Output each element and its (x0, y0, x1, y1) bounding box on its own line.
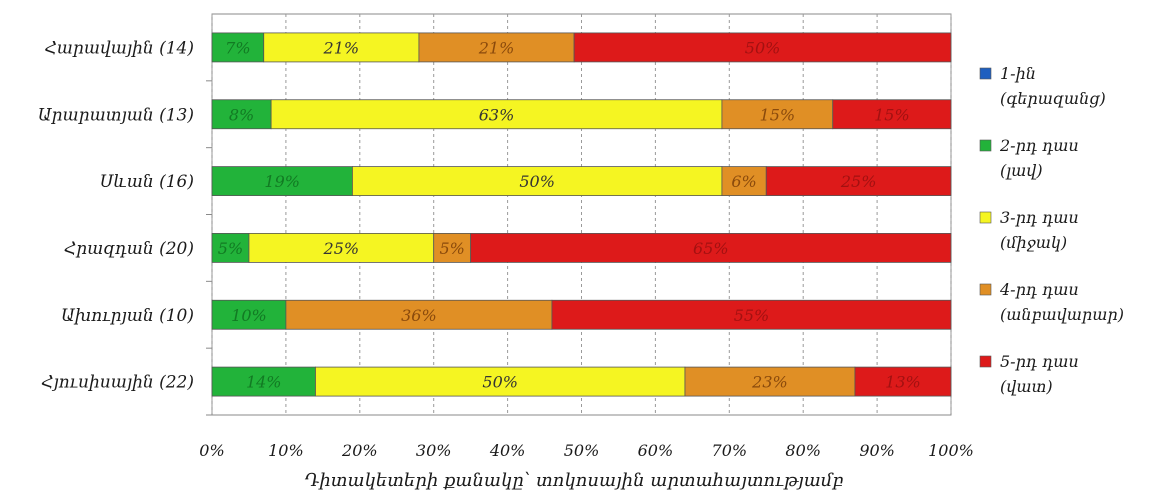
bar-segment (211, 99, 272, 130)
data-label: 50% (482, 373, 518, 392)
legend-item: 3-րդ դաս (միջակ) (1000, 208, 1079, 252)
x-tick-label: 70% (712, 441, 748, 460)
data-label: 21% (478, 38, 515, 57)
legend: 1-ին (գերազանց) 2-րդ դաս (լավ) 3-րդ դաս (միջա… (979, 64, 1124, 396)
data-label: 5% (218, 239, 243, 258)
legend-swatch (979, 67, 992, 80)
data-label: 25% (840, 172, 877, 191)
data-label: 21% (323, 38, 360, 57)
category-axis-labels: Հարավային (14) Արարատյան (13) Սևան (16) Հրա… (38, 38, 194, 392)
category-label: Հրազդան (20) (64, 239, 194, 259)
x-tick-label: 40% (489, 441, 526, 460)
legend-item: 1-ին (գերազանց) (1000, 64, 1106, 108)
bar-segment (211, 299, 287, 330)
data-label: 65% (693, 239, 729, 258)
data-label: 5% (439, 239, 464, 258)
x-tick-label: 30% (416, 441, 452, 460)
bar-segment (211, 166, 353, 196)
data-label: 50% (519, 172, 555, 191)
bar-segment (573, 32, 952, 63)
data-label: 50% (745, 38, 781, 57)
data-label: 13% (885, 373, 921, 392)
grid-lines (206, 13, 952, 416)
bar-segment (418, 32, 575, 63)
bar-segment (315, 366, 686, 397)
data-label: 25% (323, 239, 360, 258)
x-tick-label: 10% (268, 441, 304, 460)
category-label: Ախուրյան (10) (61, 306, 194, 326)
bar-segment (248, 233, 435, 263)
x-tick-label: 0% (199, 441, 224, 460)
legend-item: 5-րդ դաս (վատ) (1000, 352, 1079, 396)
x-tick-label: 100% (928, 441, 974, 460)
x-tick-label: 90% (859, 441, 895, 460)
bars: 7% 21% 21% 50% 8% 63% 15% 15% 19% 50% 6% 25% 5% 25% 5%… (211, 32, 952, 397)
bar-segment (470, 233, 952, 263)
data-label: 10% (231, 306, 267, 325)
x-axis-tick-labels: 0% 10% 20% 30% 40% 50% 60% 70% 80% 90% 100% (199, 441, 974, 460)
data-label: 63% (479, 105, 515, 124)
x-tick-label: 60% (638, 441, 674, 460)
legend-swatch (979, 283, 992, 296)
x-tick-label: 80% (785, 441, 821, 460)
bar-segment (721, 99, 834, 130)
bar-segment (551, 299, 952, 330)
legend-item: 2-րդ դաս (լավ) (999, 136, 1079, 180)
bar-segment (854, 366, 952, 397)
data-label: 15% (760, 105, 796, 124)
category-label: Սևան (16) (100, 172, 194, 192)
bar-segment (263, 32, 420, 63)
x-axis-title: Դիտակետերի քանակը՝ տոկոսային արտահայտութ… (304, 470, 843, 491)
data-label: 23% (751, 373, 788, 392)
bar-segment (765, 166, 952, 196)
bar-segment (832, 99, 952, 130)
bar-segment (721, 166, 767, 196)
legend-swatch (979, 211, 992, 224)
data-label: 14% (246, 373, 282, 392)
x-tick-label: 20% (341, 441, 378, 460)
data-label: 55% (734, 306, 770, 325)
data-label: 6% (731, 172, 756, 191)
data-label: 15% (874, 105, 910, 124)
x-tick-label: 50% (564, 441, 600, 460)
data-label: 7% (225, 38, 250, 57)
bar-segment (211, 366, 316, 397)
legend-swatch (979, 355, 992, 368)
data-label: 19% (264, 172, 300, 191)
category-label: Հյուսիսային (22) (41, 373, 194, 393)
bar-segment (285, 299, 553, 330)
data-label: 36% (401, 306, 437, 325)
bar-segment (352, 166, 723, 196)
category-label: Արարատյան (13) (38, 105, 194, 125)
category-label: Հարավային (14) (45, 38, 194, 58)
legend-item: 4-րդ դաս (անբավարար) (999, 280, 1124, 324)
bar-segment (211, 233, 250, 263)
legend-swatch (979, 139, 992, 152)
bar-segment (433, 233, 472, 263)
bar-segment (684, 366, 856, 397)
data-label: 8% (229, 105, 254, 124)
bar-segment (270, 99, 723, 130)
